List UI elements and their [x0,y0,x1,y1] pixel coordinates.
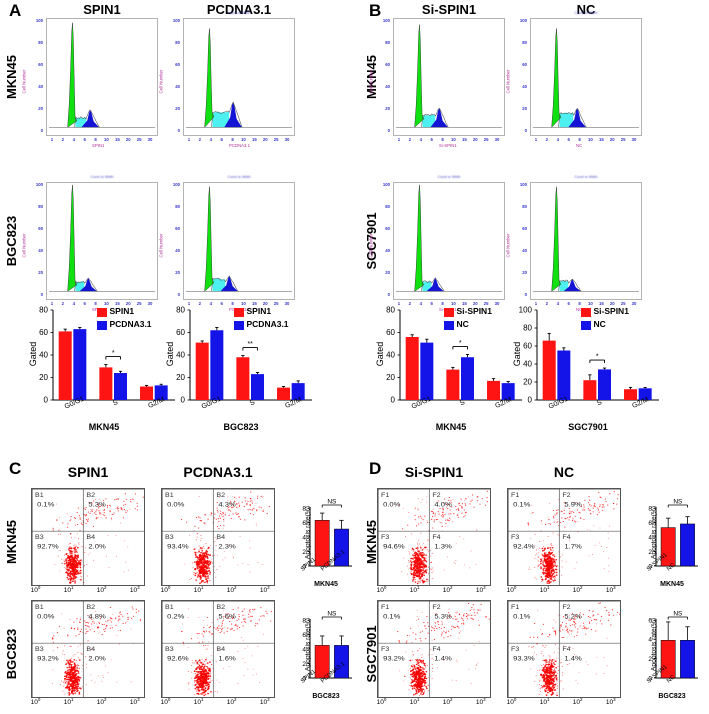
svg-text:5.9%: 5.9% [564,501,582,508]
svg-text:B2: B2 [216,492,225,498]
svg-text:60: 60 [386,328,395,337]
svg-text:5.3%: 5.3% [88,501,106,508]
svg-text:F2: F2 [432,492,441,498]
svg-text:B3: B3 [165,646,174,652]
svg-text:0.1%: 0.1% [513,613,531,620]
svg-text:93.4%: 93.4% [167,543,189,550]
svg-text:4.0%: 4.0% [434,501,452,508]
svg-text:1.6%: 1.6% [218,655,236,662]
svg-text:F1: F1 [381,604,390,610]
svg-text:*: * [112,350,115,357]
svg-text:B2: B2 [86,492,95,498]
svg-text:NS: NS [327,611,337,618]
svg-text:*: * [596,354,599,361]
svg-text:100: 100 [519,306,533,315]
svg-text:60: 60 [39,328,48,337]
svg-text:93.2%: 93.2% [383,655,405,662]
svg-text:B3: B3 [35,646,44,652]
svg-text:5.6%: 5.6% [218,613,236,620]
svg-text:20: 20 [523,378,532,387]
svg-text:20: 20 [39,373,48,382]
svg-text:F3: F3 [381,534,390,540]
svg-text:92.6%: 92.6% [167,655,189,662]
svg-text:1.3%: 1.3% [434,543,452,550]
svg-text:2.3%: 2.3% [218,543,236,550]
svg-text:93.3%: 93.3% [513,655,535,662]
svg-text:94.6%: 94.6% [383,543,405,550]
svg-text:0: 0 [391,396,396,405]
svg-text:**: ** [247,341,253,348]
svg-text:B2: B2 [216,604,225,610]
svg-text:92.7%: 92.7% [37,543,59,550]
svg-text:2.0%: 2.0% [88,543,106,550]
svg-text:B3: B3 [165,534,174,540]
svg-text:B1: B1 [165,492,174,498]
svg-text:40: 40 [523,360,532,369]
svg-text:F4: F4 [562,646,571,652]
svg-text:0.0%: 0.0% [37,613,55,620]
svg-text:60: 60 [523,342,532,351]
svg-text:0: 0 [181,396,186,405]
svg-text:20: 20 [176,373,185,382]
svg-text:B3: B3 [35,534,44,540]
svg-text:B4: B4 [216,646,225,652]
svg-text:NS: NS [327,499,337,506]
svg-text:F3: F3 [511,534,520,540]
svg-text:F1: F1 [511,604,520,610]
svg-text:F1: F1 [511,492,520,498]
svg-text:B4: B4 [86,534,95,540]
svg-text:NS: NS [673,499,683,506]
svg-text:F1: F1 [381,492,390,498]
svg-text:F2: F2 [562,604,571,610]
svg-text:0: 0 [44,396,49,405]
svg-text:4.3%: 4.3% [218,501,236,508]
svg-text:B1: B1 [35,492,44,498]
svg-text:0.1%: 0.1% [383,613,401,620]
svg-text:80: 80 [523,324,532,333]
svg-text:0.1%: 0.1% [513,501,531,508]
svg-text:0.0%: 0.0% [383,501,401,508]
svg-text:2.0%: 2.0% [88,655,106,662]
svg-text:*: * [459,340,462,347]
svg-text:F2: F2 [432,604,441,610]
svg-text:F2: F2 [562,492,571,498]
svg-text:20: 20 [386,373,395,382]
svg-text:1.4%: 1.4% [564,655,582,662]
svg-text:B1: B1 [35,604,44,610]
svg-text:92.4%: 92.4% [513,543,535,550]
svg-text:B4: B4 [86,646,95,652]
svg-text:40: 40 [39,351,48,360]
svg-text:93.2%: 93.2% [37,655,59,662]
svg-text:0.2%: 0.2% [167,613,185,620]
svg-text:40: 40 [176,351,185,360]
svg-text:4.8%: 4.8% [88,613,106,620]
svg-text:NS: NS [673,611,683,618]
svg-text:0: 0 [528,396,533,405]
svg-text:80: 80 [39,306,48,315]
svg-text:1.7%: 1.7% [564,543,582,550]
svg-text:80: 80 [386,306,395,315]
svg-text:5.3%: 5.3% [434,613,452,620]
svg-text:F4: F4 [432,646,441,652]
svg-text:B1: B1 [165,604,174,610]
svg-text:F3: F3 [381,646,390,652]
svg-text:0.1%: 0.1% [37,501,55,508]
svg-text:B2: B2 [86,604,95,610]
svg-text:F4: F4 [432,534,441,540]
svg-text:80: 80 [176,306,185,315]
svg-text:0.0%: 0.0% [167,501,185,508]
svg-text:40: 40 [386,351,395,360]
svg-text:F4: F4 [562,534,571,540]
svg-text:5.2%: 5.2% [564,613,582,620]
svg-text:F3: F3 [511,646,520,652]
svg-text:60: 60 [176,328,185,337]
svg-text:B4: B4 [216,534,225,540]
svg-text:1.4%: 1.4% [434,655,452,662]
